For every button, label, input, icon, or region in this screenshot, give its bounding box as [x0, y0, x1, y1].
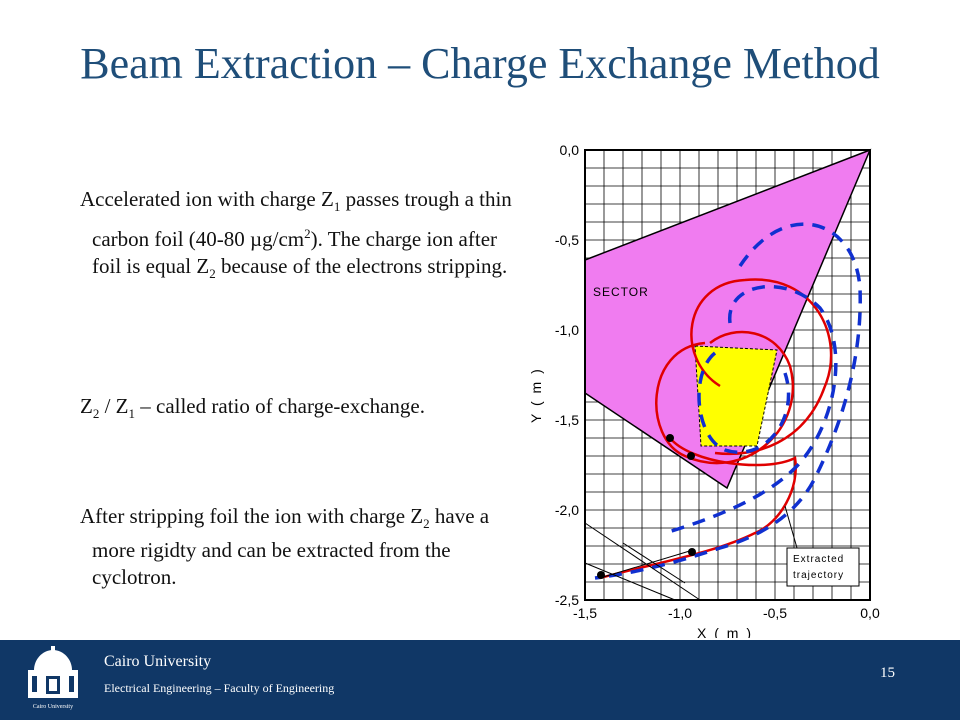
extraction-guide-lines — [584, 505, 798, 601]
extraction-trajectory-figure: SECTOR Extracted trajectory 0,0-0,5-1,0-… — [528, 142, 880, 638]
trajectory-marker — [666, 434, 674, 442]
trajectory-marker — [687, 452, 695, 460]
x-axis-label: X ( m ) — [697, 625, 753, 638]
paragraph-extraction: After stripping foil the ion with charge… — [80, 504, 490, 590]
stripping-foil-region — [694, 345, 778, 447]
trajectory-marker — [688, 548, 696, 556]
orbit-outer — [690, 278, 833, 456]
extracted-label-line2: trajectory — [793, 570, 844, 581]
logo-caption: Cairo University — [33, 704, 73, 710]
plot-frame — [584, 149, 871, 601]
y-tick-label: -0,5 — [555, 232, 579, 248]
x-tick-label: -1,5 — [573, 605, 597, 621]
y-tick-label: -1,0 — [555, 322, 579, 338]
x-tick-label: 0,0 — [860, 605, 880, 621]
extracted-trajectory-orbit — [599, 437, 798, 580]
dashed-orbit-core — [697, 351, 791, 454]
y-axis-label: Y ( m ) — [528, 367, 544, 423]
sector-label: SECTOR — [593, 285, 649, 299]
faculty-name: Electrical Engineering – Faculty of Engi… — [104, 681, 335, 695]
paragraph-charge-stripping: Accelerated ion with charge Z1 passes tr… — [80, 187, 512, 282]
x-tick-label: -0,5 — [763, 605, 787, 621]
slide-title: Beam Extraction – Charge Exchange Method — [80, 39, 880, 88]
y-tick-label: -1,5 — [555, 412, 579, 428]
paragraph-exchange-ratio: Z2 / Z1 – called ratio of charge-exchang… — [80, 394, 425, 422]
page-number: 15 — [880, 665, 895, 681]
university-name: Cairo University — [104, 653, 212, 670]
dashed-orbit-inner — [664, 284, 838, 535]
y-tick-label: -2,0 — [555, 502, 579, 518]
trajectory-marker — [597, 571, 605, 579]
extracted-label-line1: Extracted — [793, 554, 844, 565]
extracted-label-box — [786, 547, 860, 587]
y-axis-ticks: 0,0 -0,5 -1,0 -1,5 -2,0 -2,5 — [555, 142, 579, 608]
y-tick-label: -2,5 — [555, 592, 579, 608]
cairo-university-logo: Cairo University — [18, 646, 88, 714]
orbit-inner — [655, 330, 795, 465]
footer-bar — [0, 640, 960, 720]
x-tick-label: -1,0 — [668, 605, 692, 621]
y-tick-label: 0,0 — [560, 142, 580, 158]
x-axis-ticks: -1,5 -1,0 -0,5 0,0 — [573, 605, 880, 621]
